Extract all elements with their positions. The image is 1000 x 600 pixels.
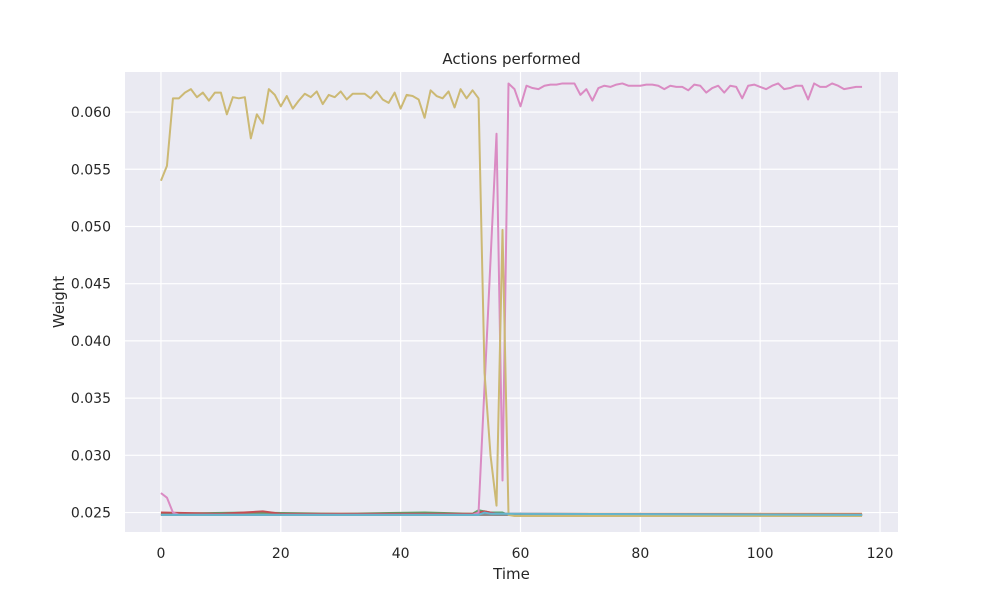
x-tick-label: 60 — [512, 546, 530, 562]
grid — [125, 72, 898, 532]
y-axis-ticks: 0.025 0.030 0.035 0.040 0.045 0.050 0.055 0.060 — [71, 105, 111, 521]
x-tick-label: 80 — [631, 546, 649, 562]
y-tick-label: 0.060 — [71, 105, 111, 121]
x-axis-ticks: 0 20 40 60 80 100 120 — [156, 546, 893, 562]
y-tick-label: 0.050 — [71, 219, 111, 235]
y-tick-label: 0.040 — [71, 334, 111, 350]
x-tick-label: 0 — [156, 546, 165, 562]
x-tick-label: 100 — [747, 546, 774, 562]
series-line-10 — [160, 511, 863, 516]
x-tick-label: 20 — [272, 546, 290, 562]
y-axis-label: Weight — [50, 276, 68, 328]
y-tick-label: 0.025 — [71, 506, 111, 522]
x-axis-label: Time — [492, 565, 530, 583]
series-line-9 — [160, 88, 863, 517]
x-tick-label: 120 — [867, 546, 894, 562]
y-tick-label: 0.030 — [71, 448, 111, 464]
plot-area — [125, 72, 898, 532]
y-tick-label: 0.045 — [71, 277, 111, 293]
series-line-7 — [160, 82, 863, 516]
y-tick-label: 0.055 — [71, 162, 111, 178]
y-tick-label: 0.035 — [71, 391, 111, 407]
chart-title: Actions performed — [442, 50, 580, 68]
x-tick-label: 40 — [392, 546, 410, 562]
series-group — [160, 82, 863, 517]
